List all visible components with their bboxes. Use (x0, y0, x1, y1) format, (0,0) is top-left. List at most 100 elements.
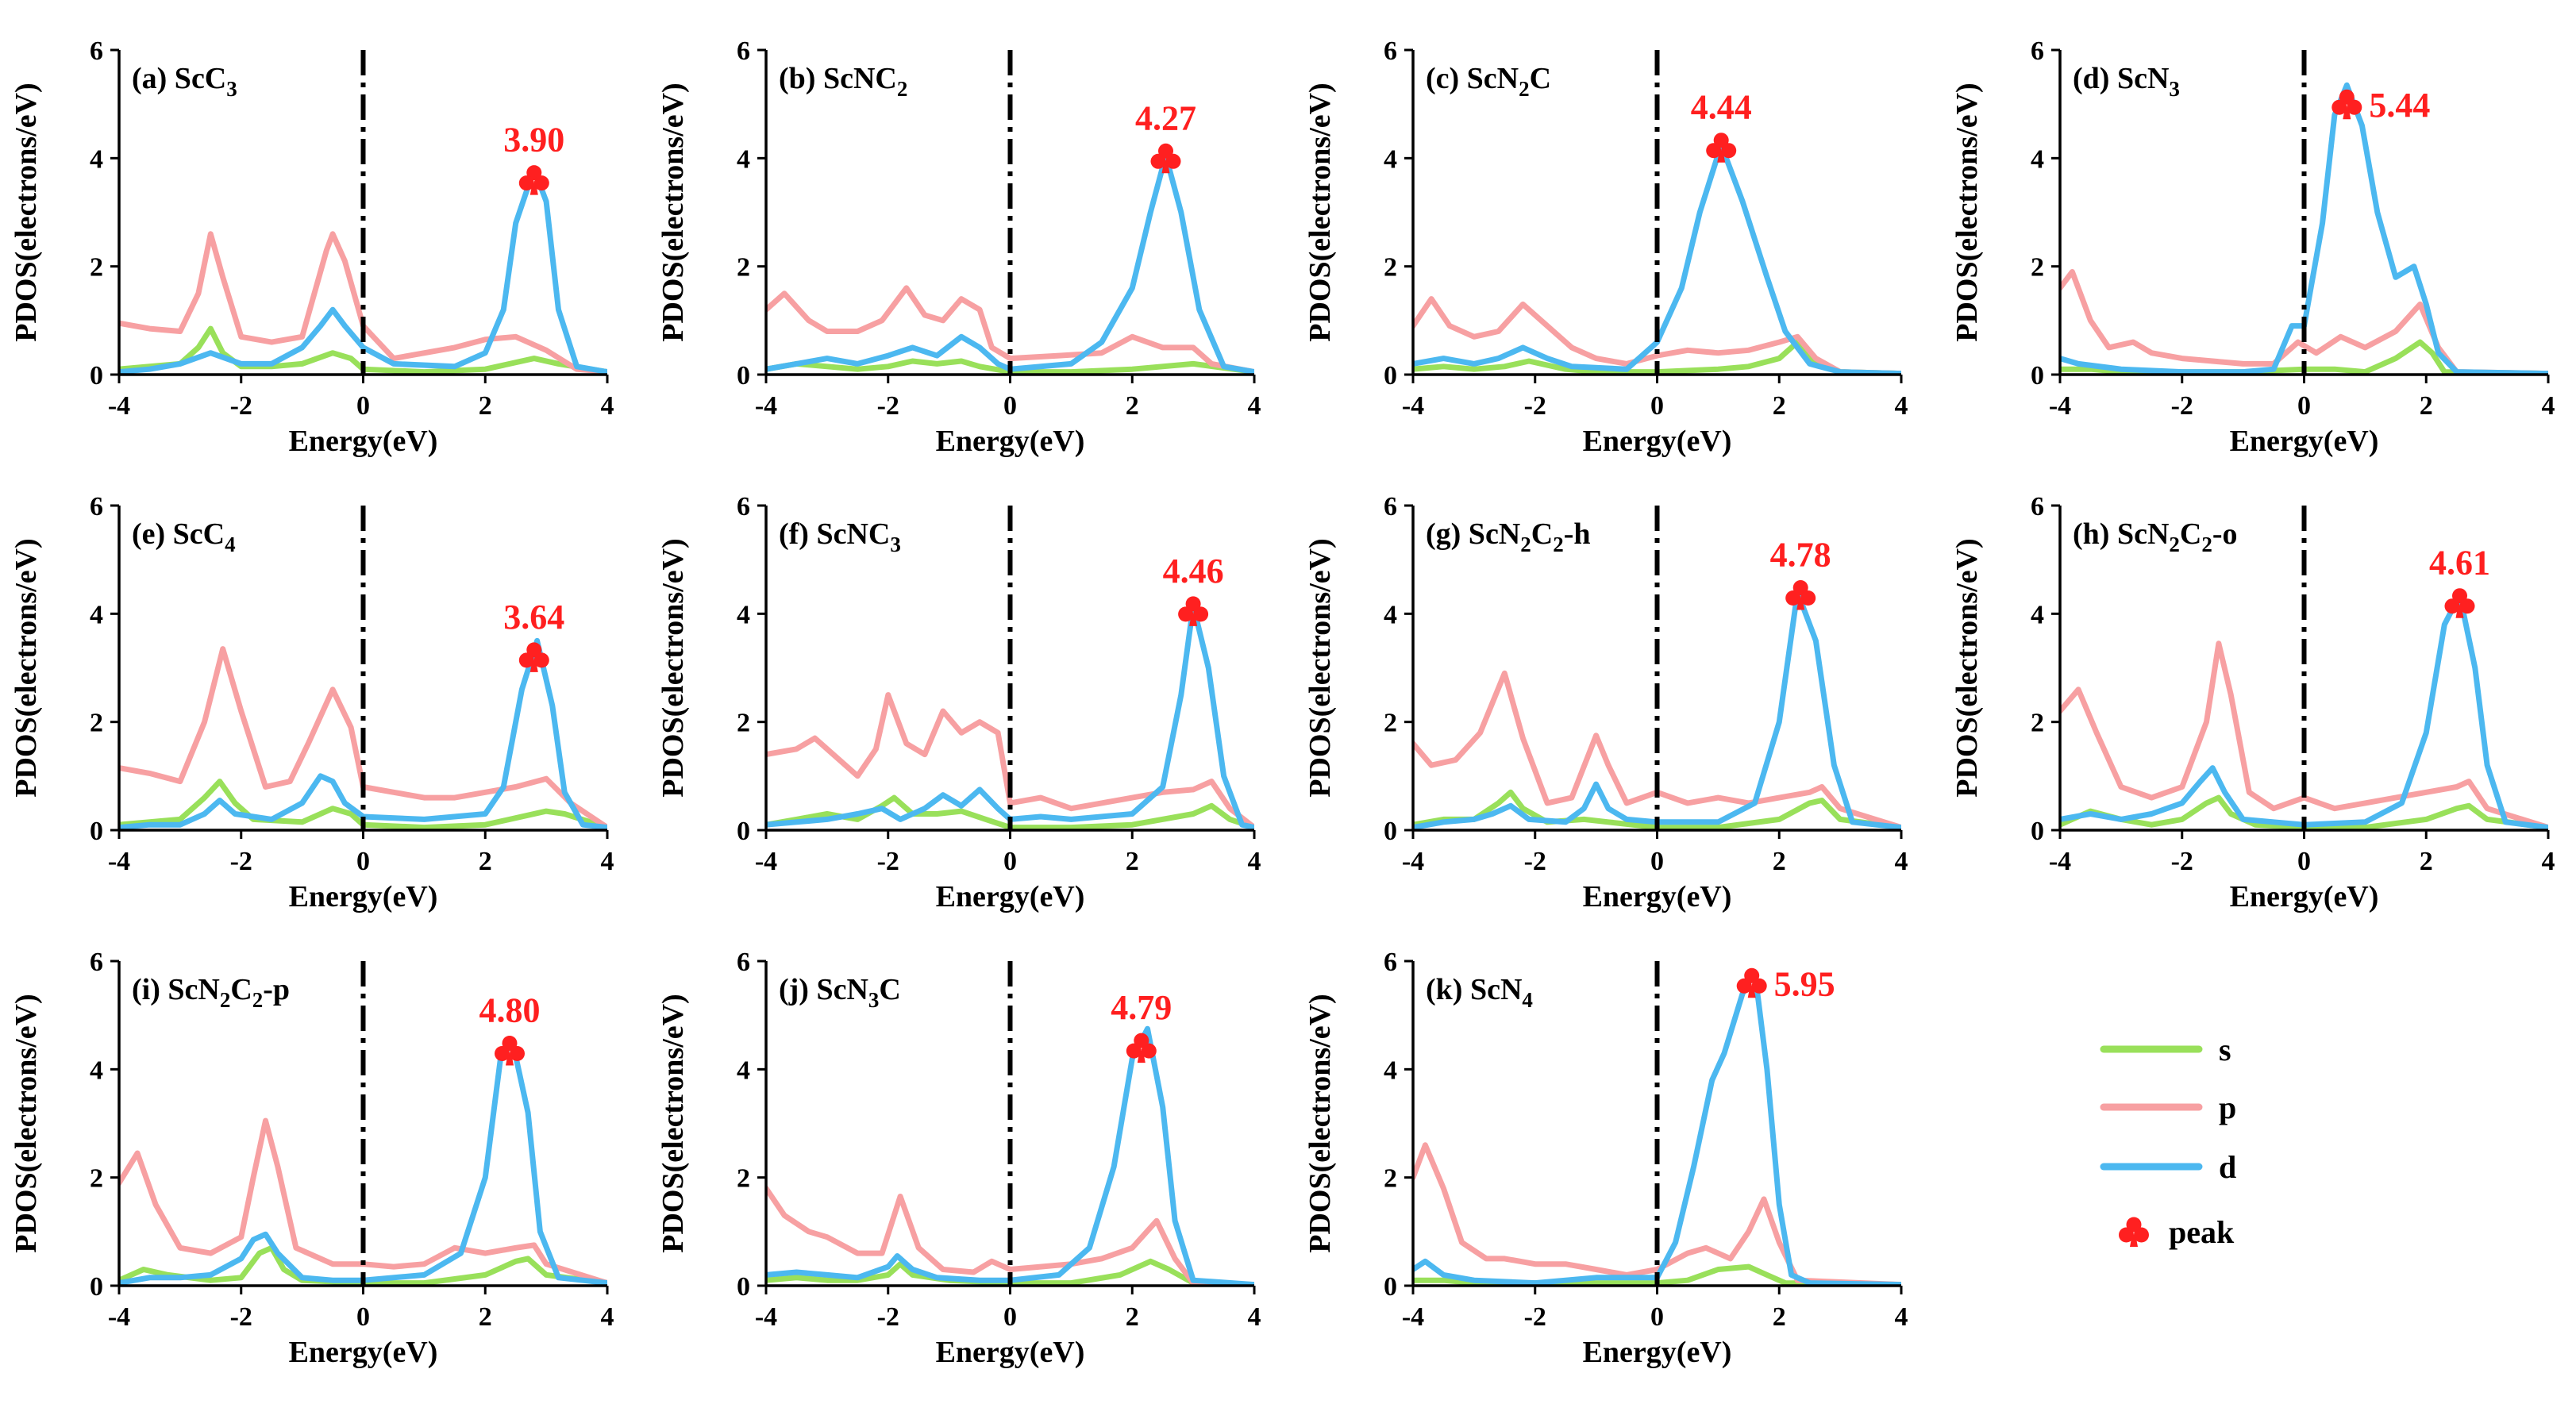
panel-3: -4 -2 0 2 4 0 2 4 6 Energy(eV) PDOS(electrons/eV) (… (1950, 37, 2555, 458)
x-tick-label: 2 (1126, 391, 1139, 421)
peak-marker (495, 1036, 525, 1066)
x-tick-label: 2 (1773, 391, 1786, 421)
x-tick-label: 4 (1248, 391, 1261, 421)
series-line-p (119, 231, 607, 375)
x-tick-label: 4 (601, 1302, 614, 1332)
x-tick-label: -4 (755, 391, 777, 421)
x-axis-title: Energy(eV) (289, 425, 438, 458)
y-tick-label: 2 (1384, 253, 1397, 283)
y-tick-label: 0 (2031, 817, 2044, 846)
series-line-d (766, 602, 1254, 830)
peak-value-label: 5.95 (1774, 964, 1835, 1003)
series-line-d (1413, 141, 1901, 375)
y-axis-title: PDOS(electrons/eV) (10, 83, 43, 341)
y-tick-label: 6 (1384, 492, 1397, 521)
x-axis-title: Energy(eV) (1583, 1336, 1732, 1369)
y-axis-title: PDOS(electrons/eV) (657, 538, 690, 797)
series-line-p (766, 692, 1254, 830)
series-line-s (119, 779, 607, 830)
panel-label: (g) ScN2C2-h (1426, 517, 1591, 556)
peak-value-label: 4.46 (1163, 552, 1224, 590)
series-line-p (1413, 670, 1901, 830)
x-tick-label: -4 (108, 1302, 130, 1332)
y-tick-label: 4 (2031, 600, 2044, 629)
y-tick-label: 4 (1384, 600, 1397, 629)
y-tick-label: 2 (2031, 253, 2044, 283)
series-line-d (2060, 592, 2548, 830)
y-tick-label: 0 (90, 817, 103, 846)
x-tick-label: 0 (1650, 847, 1664, 876)
x-tick-label: 2 (479, 391, 492, 421)
x-tick-label: -2 (230, 1302, 252, 1332)
y-tick-label: 4 (737, 144, 750, 174)
x-tick-label: 0 (2297, 847, 2311, 876)
x-tick-label: 2 (479, 1302, 492, 1332)
x-tick-label: 4 (1895, 391, 1908, 421)
y-tick-label: 0 (90, 1272, 103, 1302)
x-axis-title: Energy(eV) (289, 1336, 438, 1369)
y-tick-label: 4 (737, 600, 750, 629)
x-tick-label: 4 (601, 847, 614, 876)
x-tick-label: 4 (1895, 847, 1908, 876)
panel-9: -4 -2 0 2 4 0 2 4 6 Energy(eV) PDOS(electrons/eV) (… (657, 948, 1261, 1369)
y-tick-label: 4 (1384, 1056, 1397, 1085)
panel-1: -4 -2 0 2 4 0 2 4 6 Energy(eV) PDOS(electrons/eV) (… (657, 37, 1261, 458)
series-line-s (1413, 789, 1901, 830)
y-tick-label: 2 (737, 709, 750, 738)
y-tick-label: 2 (90, 253, 103, 283)
x-tick-label: -2 (877, 391, 899, 421)
x-tick-label: 2 (479, 847, 492, 876)
x-tick-label: -4 (1402, 1302, 1424, 1332)
panel-label: (f) ScNC3 (779, 517, 901, 556)
x-tick-label: 2 (2420, 391, 2433, 421)
series-line-p (766, 285, 1254, 375)
y-tick-label: 2 (737, 253, 750, 283)
y-axis-title: PDOS(electrons/eV) (10, 538, 43, 797)
y-tick-label: 4 (2031, 144, 2044, 174)
y-tick-label: 6 (90, 492, 103, 521)
x-tick-label: -4 (108, 391, 130, 421)
legend-label-d: d (2219, 1149, 2236, 1185)
x-tick-label: -2 (1524, 847, 1546, 876)
y-axis-title: PDOS(electrons/eV) (1950, 538, 1984, 797)
y-tick-label: 4 (1384, 144, 1397, 174)
x-tick-label: -2 (1524, 1302, 1546, 1332)
y-tick-label: 6 (90, 37, 103, 66)
panel-label: (e) ScC4 (132, 517, 236, 556)
x-tick-label: -4 (1402, 847, 1424, 876)
y-axis-title: PDOS(electrons/eV) (10, 994, 43, 1252)
panel-6: -4 -2 0 2 4 0 2 4 6 Energy(eV) PDOS(electrons/eV) (… (1303, 492, 1908, 913)
legend: s p d peak (2100, 1032, 2236, 1250)
x-tick-label: -2 (877, 847, 899, 876)
y-tick-label: 0 (1384, 1272, 1397, 1302)
x-tick-label: 0 (1003, 847, 1017, 876)
x-tick-label: 4 (1895, 1302, 1908, 1332)
x-axis-title: Energy(eV) (2230, 425, 2379, 458)
y-axis-title: PDOS(electrons/eV) (657, 994, 690, 1252)
panel-label: (d) ScN3 (2073, 62, 2180, 101)
series-line-s (2060, 339, 2548, 375)
y-tick-label: 6 (1384, 37, 1397, 66)
series-line-d (119, 637, 607, 830)
x-tick-label: 0 (356, 847, 370, 876)
peak-marker (1150, 143, 1181, 174)
y-tick-label: 4 (90, 1056, 103, 1085)
y-axis-title: PDOS(electrons/eV) (1303, 83, 1337, 341)
peak-marker (518, 642, 549, 672)
series-line-p (766, 1185, 1254, 1286)
panel-10: -4 -2 0 2 4 0 2 4 6 Energy(eV) PDOS(electrons/eV) (… (1303, 948, 1908, 1369)
y-tick-label: 6 (737, 37, 750, 66)
x-tick-label: -4 (108, 847, 130, 876)
y-tick-label: 6 (2031, 37, 2044, 66)
series-line-d (1413, 969, 1901, 1286)
x-tick-label: 0 (356, 1302, 370, 1332)
y-tick-label: 2 (2031, 709, 2044, 738)
series-line-d (766, 152, 1254, 375)
y-tick-label: 6 (737, 948, 750, 977)
series-line-d (119, 1039, 607, 1286)
legend-label-peak: peak (2169, 1214, 2235, 1250)
series-line-d (2060, 82, 2548, 375)
x-tick-label: -2 (2171, 391, 2193, 421)
x-tick-label: 0 (2297, 391, 2311, 421)
x-tick-label: -4 (2049, 391, 2071, 421)
